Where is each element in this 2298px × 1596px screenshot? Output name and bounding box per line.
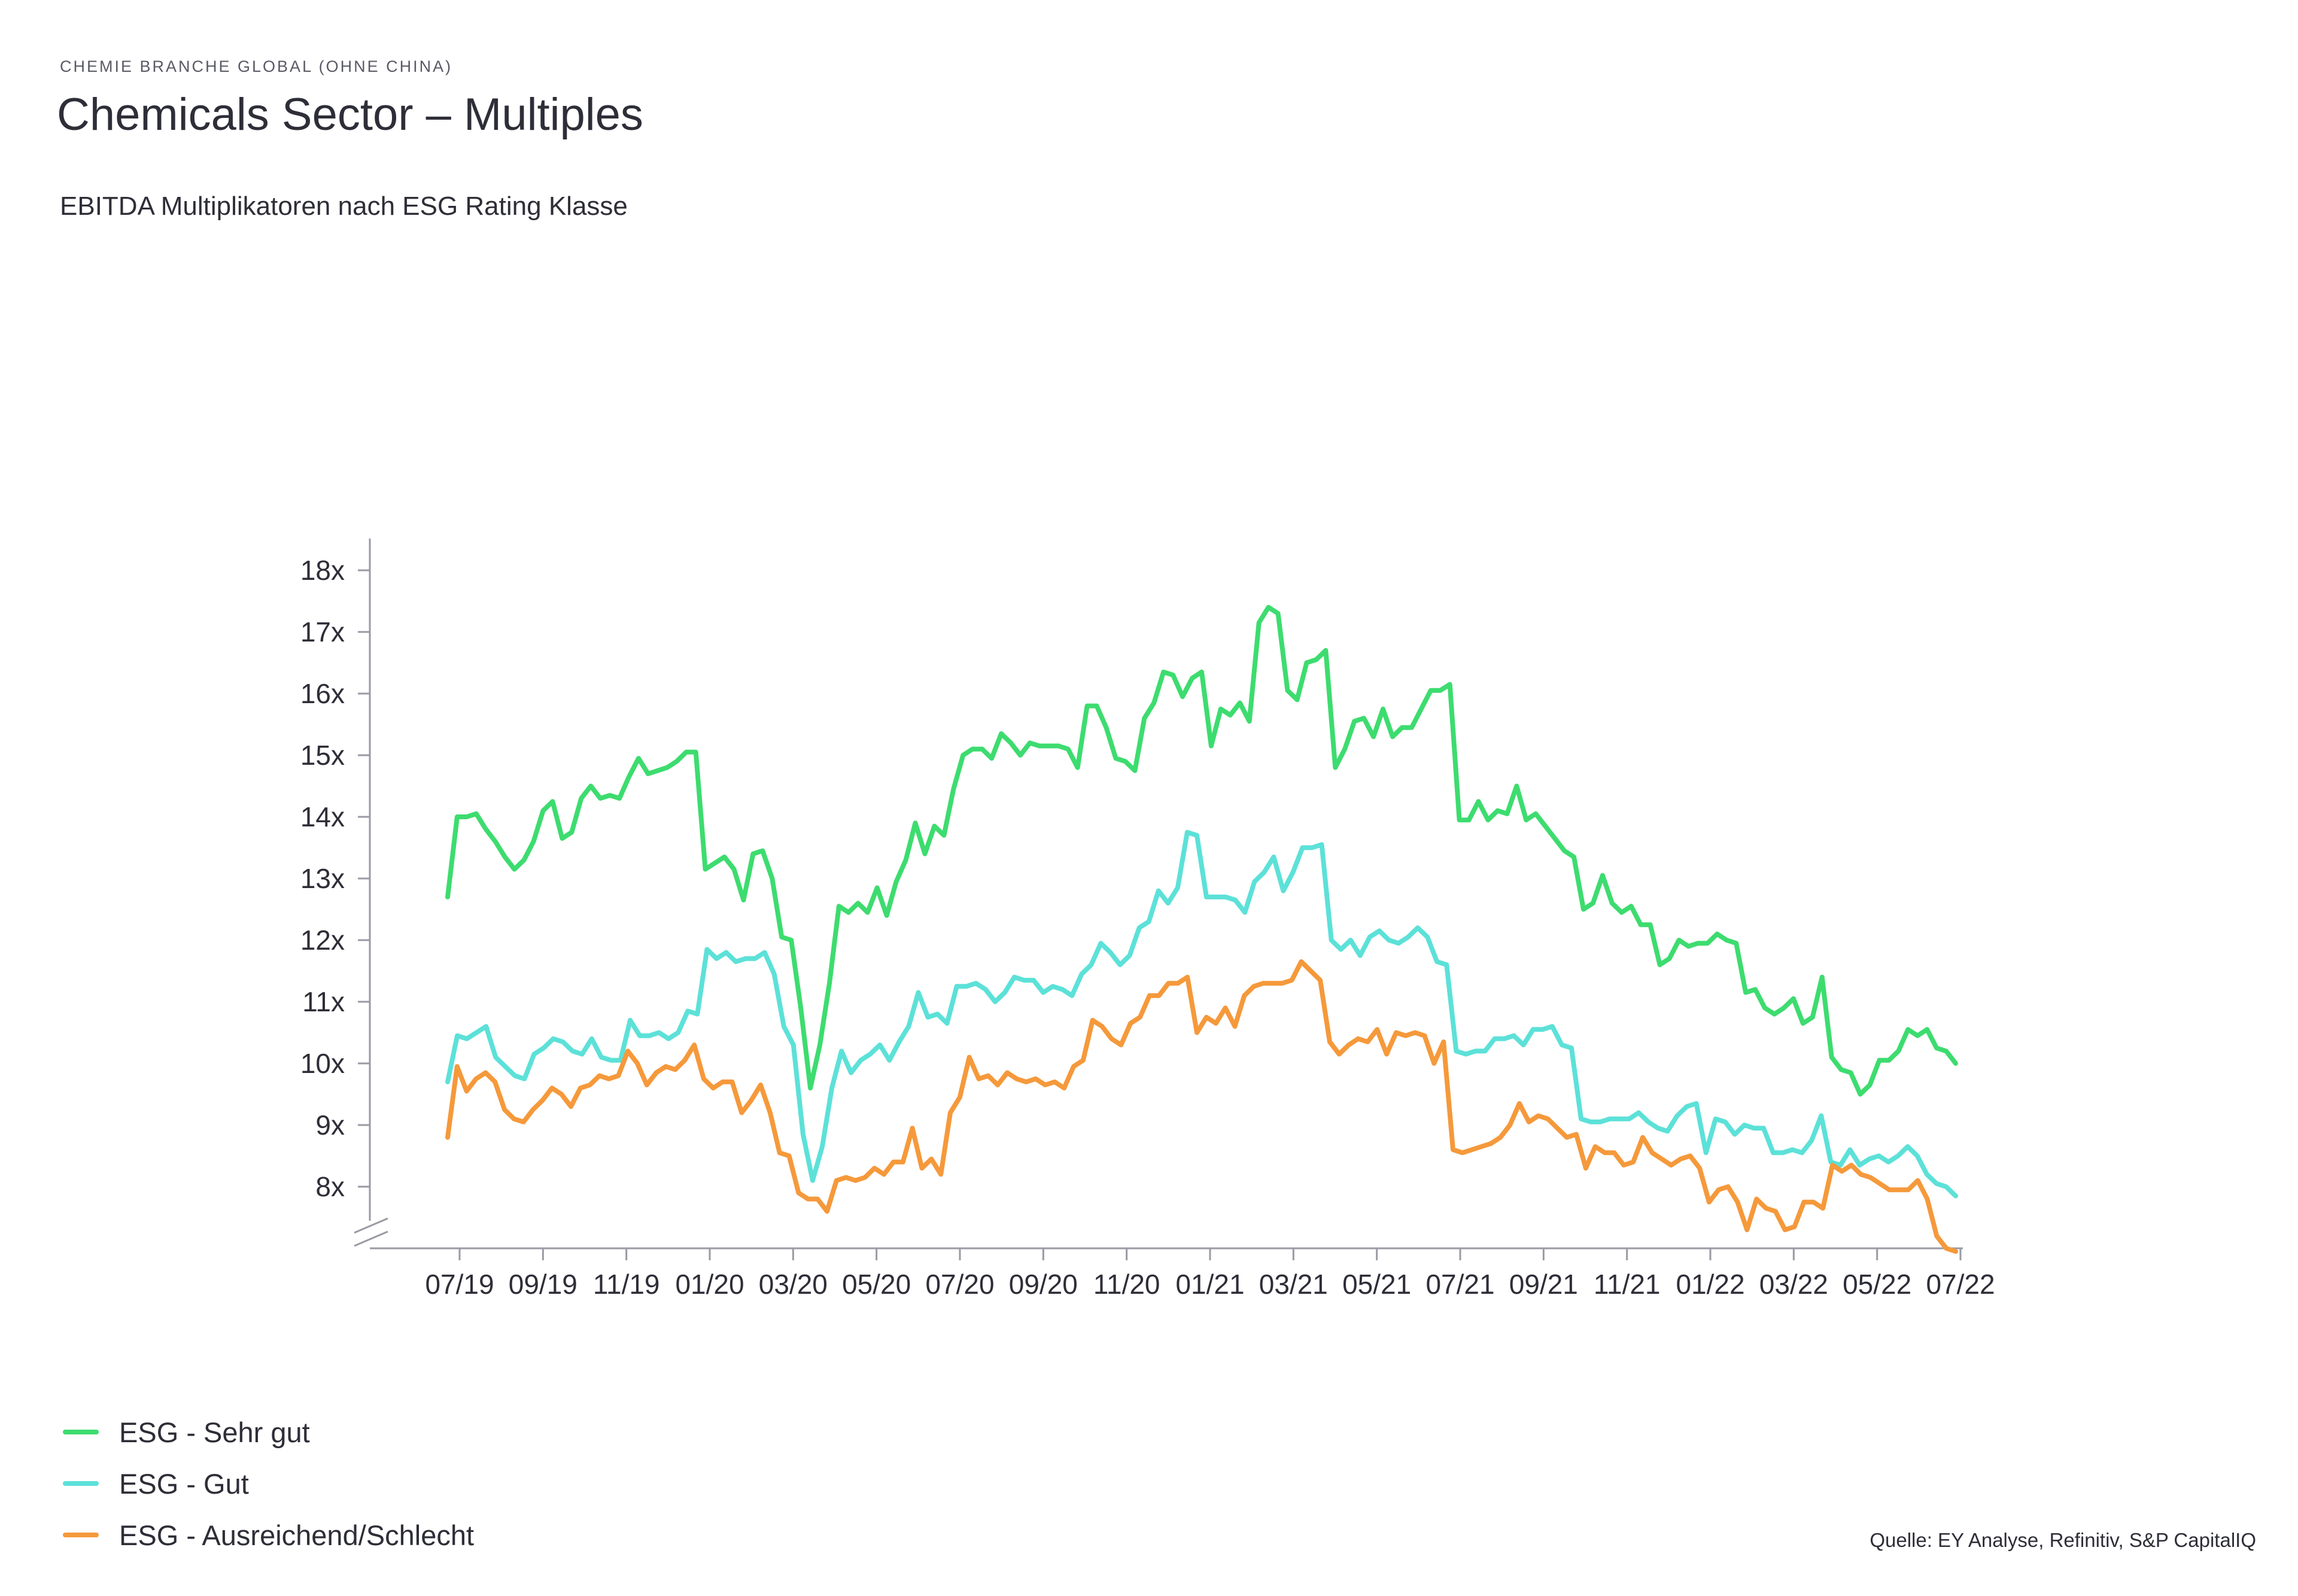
legend-swatch-sehr-gut	[63, 1430, 99, 1434]
y-tick-label: 10x	[300, 1048, 345, 1079]
chart-kicker: CHEMIE BRANCHE GLOBAL (OHNE CHINA)	[60, 57, 453, 75]
x-tick-label: 05/20	[842, 1269, 911, 1300]
legend-label-ausreichend-schlecht: ESG - Ausreichend/Schlecht	[119, 1519, 475, 1551]
legend-item-gut: ESG - Gut	[63, 1458, 474, 1509]
x-tick-label: 11/20	[1093, 1269, 1160, 1300]
legend-item-sehr-gut: ESG - Sehr gut	[63, 1406, 474, 1458]
chart-title: Chemicals Sector – Multiples	[57, 89, 643, 140]
x-tick-label: 01/21	[1175, 1269, 1244, 1300]
y-tick-label: 18x	[300, 555, 345, 586]
legend-label-gut: ESG - Gut	[119, 1467, 249, 1500]
x-tick-label: 07/20	[925, 1269, 994, 1300]
chart-subtitle: EBITDA Multiplikatoren nach ESG Rating K…	[60, 191, 628, 221]
y-tick-label: 12x	[300, 925, 345, 956]
y-tick-label: 16x	[300, 678, 345, 709]
axis-break-mark-lower	[354, 1230, 388, 1247]
series-line-1	[445, 829, 1958, 1199]
legend-label-sehr-gut: ESG - Sehr gut	[119, 1416, 310, 1448]
legend-swatch-gut	[63, 1481, 99, 1486]
x-tick-label: 07/22	[1926, 1269, 1995, 1300]
series-line-0	[445, 604, 1958, 1097]
y-tick-label: 17x	[300, 616, 345, 647]
x-tick-label: 09/21	[1509, 1269, 1578, 1300]
legend-item-ausreichend-schlecht: ESG - Ausreichend/Schlecht	[63, 1509, 474, 1561]
y-tick-label: 15x	[300, 740, 345, 771]
legend-swatch-ausreichend-schlecht	[63, 1533, 99, 1537]
x-tick-label: 01/22	[1676, 1269, 1744, 1300]
legend: ESG - Sehr gut ESG - Gut ESG - Ausreiche…	[63, 1406, 474, 1561]
x-tick-label: 03/22	[1759, 1269, 1828, 1300]
chart-axes	[354, 539, 1963, 1250]
x-tick-label: 05/22	[1843, 1269, 1911, 1300]
series-line-2	[445, 959, 1958, 1254]
x-tick-label: 11/19	[593, 1269, 660, 1300]
y-tick-label: 8x	[315, 1171, 345, 1202]
y-tick-label: 11x	[302, 986, 345, 1017]
axis-break-mark-upper	[354, 1217, 388, 1234]
source-note: Quelle: EY Analyse, Refinitiv, S&P Capit…	[1870, 1529, 2256, 1551]
y-tick-label: 14x	[300, 801, 345, 832]
x-tick-label: 11/21	[1594, 1269, 1661, 1300]
x-tick-label: 03/21	[1259, 1269, 1328, 1300]
x-axis-ticks: 07/19 09/19 11/19 01/20 03/20 05/20 07/20 09/20…	[425, 1248, 1995, 1300]
y-tick-label: 9x	[315, 1109, 345, 1141]
x-tick-label: 07/21	[1425, 1269, 1494, 1300]
chart-series	[445, 604, 1958, 1254]
y-axis-ticks: 8x 9x 10x 11x 12x 13x 14x 15x 16x 17x 18x	[300, 555, 370, 1202]
x-tick-label: 01/20	[675, 1269, 744, 1300]
x-tick-label: 09/19	[509, 1269, 577, 1300]
x-tick-label: 05/21	[1342, 1269, 1411, 1300]
y-tick-label: 13x	[300, 863, 345, 894]
x-tick-label: 07/19	[425, 1269, 494, 1300]
x-tick-label: 03/20	[759, 1269, 828, 1300]
x-tick-label: 09/20	[1009, 1269, 1078, 1300]
